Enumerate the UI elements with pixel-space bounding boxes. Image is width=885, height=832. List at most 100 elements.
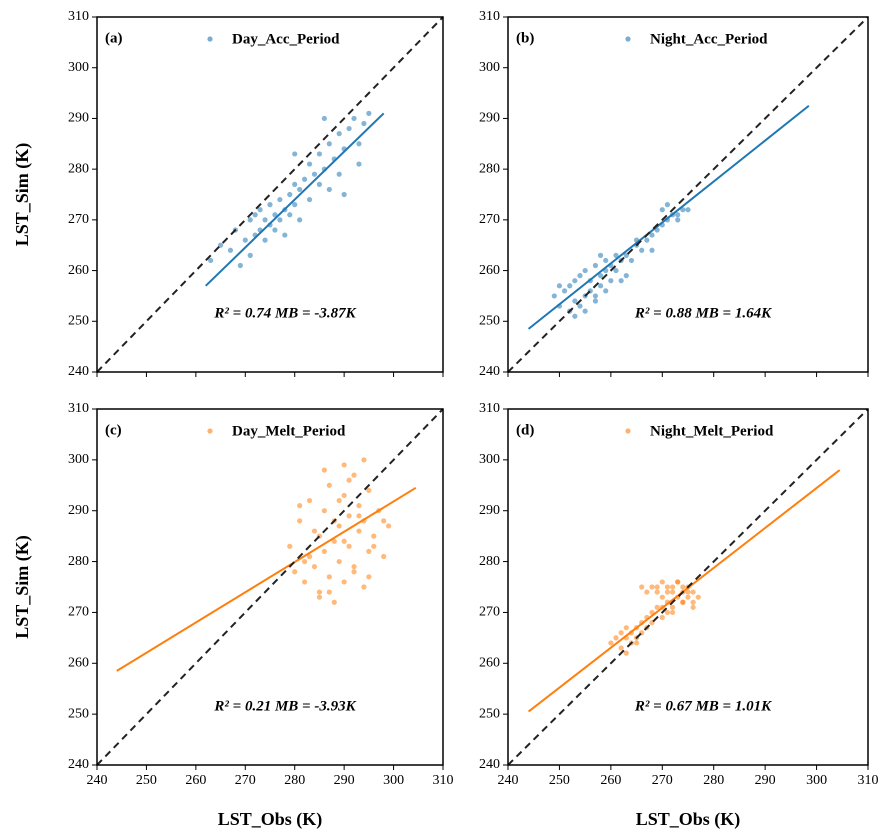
scatter-point (321, 467, 327, 473)
scatter-point (603, 257, 609, 264)
scatter-point (282, 232, 288, 238)
scatter-point (336, 523, 342, 529)
y-tick-label: 300 (479, 452, 500, 467)
scatter-point (302, 176, 308, 182)
y-tick-label: 310 (68, 401, 89, 416)
y-tick-label: 270 (68, 212, 89, 227)
scatter-point (227, 247, 234, 253)
scatter-point (306, 553, 313, 560)
scatter-point (326, 186, 332, 193)
y-axis-label: LST_Sim (K) (12, 535, 33, 639)
y-tick-label: 290 (479, 111, 500, 126)
panel-label: (c) (105, 422, 122, 438)
x-tick-label: 260 (600, 773, 621, 788)
scatter-point (639, 584, 645, 590)
scatter-point (381, 553, 387, 560)
one-to-one-line (507, 16, 869, 373)
scatter-point (659, 207, 665, 213)
scatter-point (361, 584, 367, 590)
scatter-point (613, 267, 619, 274)
scatter-point (597, 283, 604, 289)
scatter-point (690, 604, 696, 610)
scatter-point (639, 247, 645, 253)
y-tick-label: 270 (479, 605, 500, 620)
y-tick-label: 250 (479, 314, 500, 329)
scatter-point (618, 645, 624, 651)
x-tick-label: 240 (87, 773, 108, 788)
scatter-point (669, 584, 676, 590)
y-tick-label: 290 (68, 503, 89, 518)
scatter-point (592, 262, 599, 269)
scatter-point (252, 212, 258, 218)
x-tick-label: 290 (755, 773, 776, 788)
fit-line (527, 104, 810, 330)
scatter-point (292, 202, 298, 208)
scatter-point (592, 293, 599, 299)
scatter-point (292, 181, 298, 187)
y-tick-label: 260 (68, 263, 89, 278)
scatter-point (277, 196, 283, 203)
scatter-point (356, 503, 362, 509)
scatter-point (356, 141, 362, 147)
scatter-point (577, 303, 583, 309)
scatter-point (247, 217, 253, 223)
scatter-point (351, 564, 357, 570)
scatter-point (326, 589, 332, 595)
x-tick-label: 310 (433, 773, 454, 788)
scatter-point (346, 125, 352, 132)
scatter-point (680, 599, 686, 605)
scatter-point (247, 252, 253, 258)
fit-line (116, 486, 417, 672)
scatter-point (341, 579, 347, 585)
scatter-point (613, 635, 619, 641)
scatter-point (633, 640, 640, 646)
scatter-point (654, 604, 660, 610)
scatter-point (685, 589, 691, 595)
scatter-point (675, 579, 681, 585)
scatter-point (346, 543, 352, 549)
scatter-point (311, 564, 318, 570)
scatter-point (644, 237, 650, 243)
scatter-point (366, 110, 372, 116)
scatter-point (649, 584, 655, 590)
scatter-point (316, 181, 323, 187)
annotation: R² = 0.21 MB = -3.93K (213, 698, 356, 714)
x-tick-label: 240 (498, 773, 519, 788)
legend-marker (625, 36, 631, 42)
scatter-point (336, 558, 342, 565)
y-tick-label: 310 (68, 9, 89, 24)
panel-label: (a) (105, 30, 123, 46)
scatter-point (577, 273, 583, 279)
one-to-one-line (96, 16, 444, 373)
scatter-point (572, 298, 578, 304)
scatter-point (361, 457, 367, 463)
scatter-point (356, 528, 362, 534)
scatter-point (381, 518, 387, 524)
legend-label: Night_Acc_Period (650, 31, 768, 47)
scatter-point (346, 513, 352, 519)
scatter-point (297, 186, 303, 193)
fit-line (527, 469, 841, 713)
y-tick-label: 290 (68, 111, 89, 126)
scatter-point (659, 614, 665, 621)
scatter-point (572, 278, 578, 284)
y-tick-label: 300 (68, 60, 89, 75)
scatter-point (346, 477, 352, 483)
x-tick-label: 270 (652, 773, 673, 788)
scatter-point (623, 625, 629, 631)
legend-marker (207, 36, 213, 42)
scatter-point (659, 579, 665, 585)
scatter-point (690, 599, 696, 605)
scatter-point (217, 242, 224, 248)
scatter-point (351, 472, 357, 478)
x-tick-label: 300 (383, 773, 404, 788)
scatter-point (336, 497, 342, 504)
x-tick-label: 270 (235, 773, 256, 788)
scatter-point (664, 202, 671, 208)
scatter-point (664, 584, 671, 590)
scatter-point (618, 630, 624, 636)
y-tick-label: 280 (479, 554, 500, 569)
scatter-point (297, 503, 303, 509)
y-tick-label: 240 (479, 364, 500, 379)
scatter-point (272, 227, 278, 233)
